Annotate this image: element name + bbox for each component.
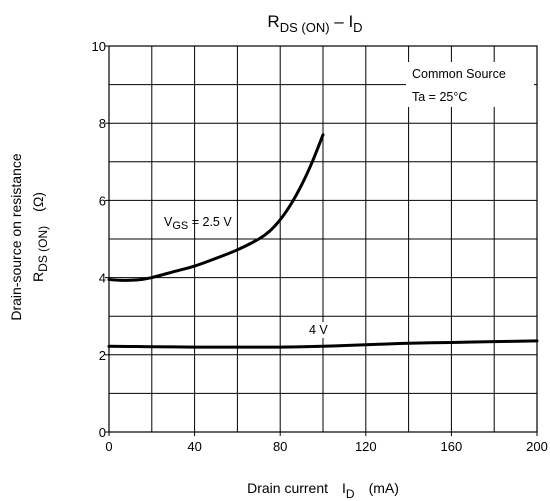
x-tick-labels: 0 40 80 120 160 200 [105,432,548,454]
chart-title: RDS (ON) – ID [267,12,362,35]
y-tick-label: 10 [92,39,106,54]
series-vgs-2-5-v [107,133,325,282]
y-tick-label: 0 [99,425,106,440]
series-label-4v-bg [305,322,339,338]
x-axis-label: Drain current ID (mA) [247,480,399,501]
y-tick-label: 6 [99,193,106,208]
plot-frame [108,45,538,433]
conditions-line-2: Ta = 25°C [412,90,467,104]
x-tick-label: 200 [526,439,548,454]
conditions-box [406,62,534,107]
series-label-4v: 4 V [309,323,328,337]
y-tick-label: 8 [99,116,106,131]
x-tick-label: 0 [105,439,112,454]
conditions-line-1: Common Source [412,67,506,81]
y-tick-label: 2 [99,348,106,363]
y-axis-label-line-2: RDS (ON)(Ω) [30,192,50,282]
series-label-vgs-2-5: VGS = 2.5 V [164,215,232,232]
x-tick-label: 40 [187,439,201,454]
series-4-v [107,339,539,349]
y-tick-labels: 0 2 4 6 8 10 [92,39,109,440]
series-group [107,133,539,349]
y-axis-label-line-1: Drain-source on resistance [8,153,24,321]
x-tick-label: 120 [355,439,377,454]
grid [109,46,537,432]
x-tick-label: 80 [273,439,287,454]
y-tick-label: 4 [99,271,106,286]
x-tick-label: 160 [441,439,463,454]
